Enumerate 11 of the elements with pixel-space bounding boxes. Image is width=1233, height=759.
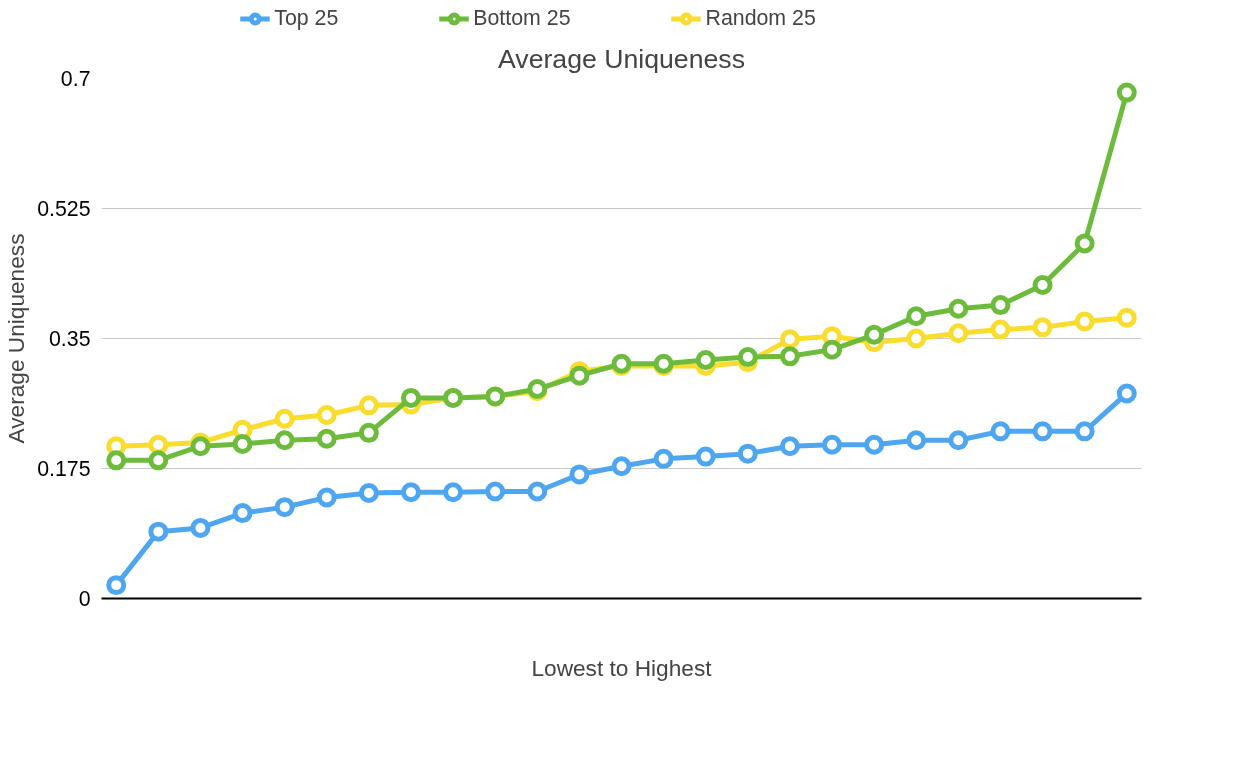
y-tick-label: 0.35 bbox=[48, 327, 91, 351]
legend-label: Bottom 25 bbox=[473, 5, 571, 31]
y-tick-label: 0.175 bbox=[37, 457, 91, 481]
y-tick-label: 0.7 bbox=[60, 67, 91, 91]
legend-label: Random 25 bbox=[705, 5, 816, 31]
x-axis-title: Lowest to Highest bbox=[531, 654, 713, 681]
chart-title: Average Uniqueness bbox=[498, 43, 746, 74]
y-tick-label: 0 bbox=[78, 587, 91, 611]
y-axis-title: Average Uniqueness bbox=[3, 233, 30, 444]
y-tick-label: 0.525 bbox=[37, 197, 91, 221]
legend-label: Top 25 bbox=[274, 5, 339, 31]
